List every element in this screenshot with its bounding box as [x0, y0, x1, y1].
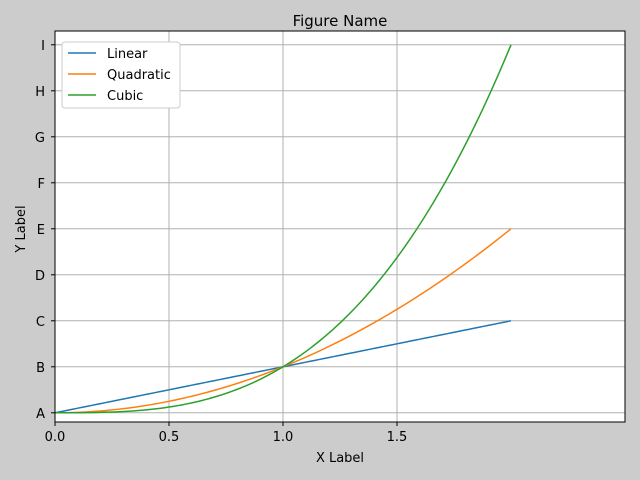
legend-entries: Linear Quadratic Cubic — [68, 47, 171, 104]
y-tick-label: H — [35, 85, 45, 100]
y-axis-label: Y Label — [14, 205, 29, 253]
legend: Linear Quadratic Cubic — [61, 41, 181, 109]
x-tick-label: 0.5 — [159, 430, 180, 445]
x-axis-ticks: 0.0 0.5 1.0 1.5 — [45, 422, 408, 445]
legend-box — [61, 41, 181, 109]
y-tick-label: D — [35, 269, 45, 284]
x-tick-label: 0.0 — [45, 430, 66, 445]
y-tick-label: F — [38, 177, 45, 192]
x-tick-label: 1.5 — [387, 430, 408, 445]
plot-frame — [54, 30, 626, 423]
legend-label: Quadratic — [107, 68, 171, 83]
chart-title: Figure Name — [293, 12, 388, 30]
y-tick-label: A — [36, 407, 45, 422]
legend-label: Linear — [107, 47, 148, 62]
y-tick-label: I — [41, 39, 45, 54]
x-axis-label: X Label — [316, 451, 364, 466]
grid — [54, 31, 625, 422]
y-tick-label: B — [36, 361, 45, 376]
legend-label: Cubic — [107, 89, 143, 104]
series-line-cubic — [55, 44, 512, 414]
y-tick-label: C — [36, 315, 45, 330]
series-lines — [54, 44, 512, 414]
y-tick-label: E — [37, 223, 45, 238]
x-tick-label: 1.0 — [273, 430, 294, 445]
y-axis-ticks: A B C D E F G H I — [35, 39, 55, 422]
y-tick-label: G — [35, 131, 45, 146]
